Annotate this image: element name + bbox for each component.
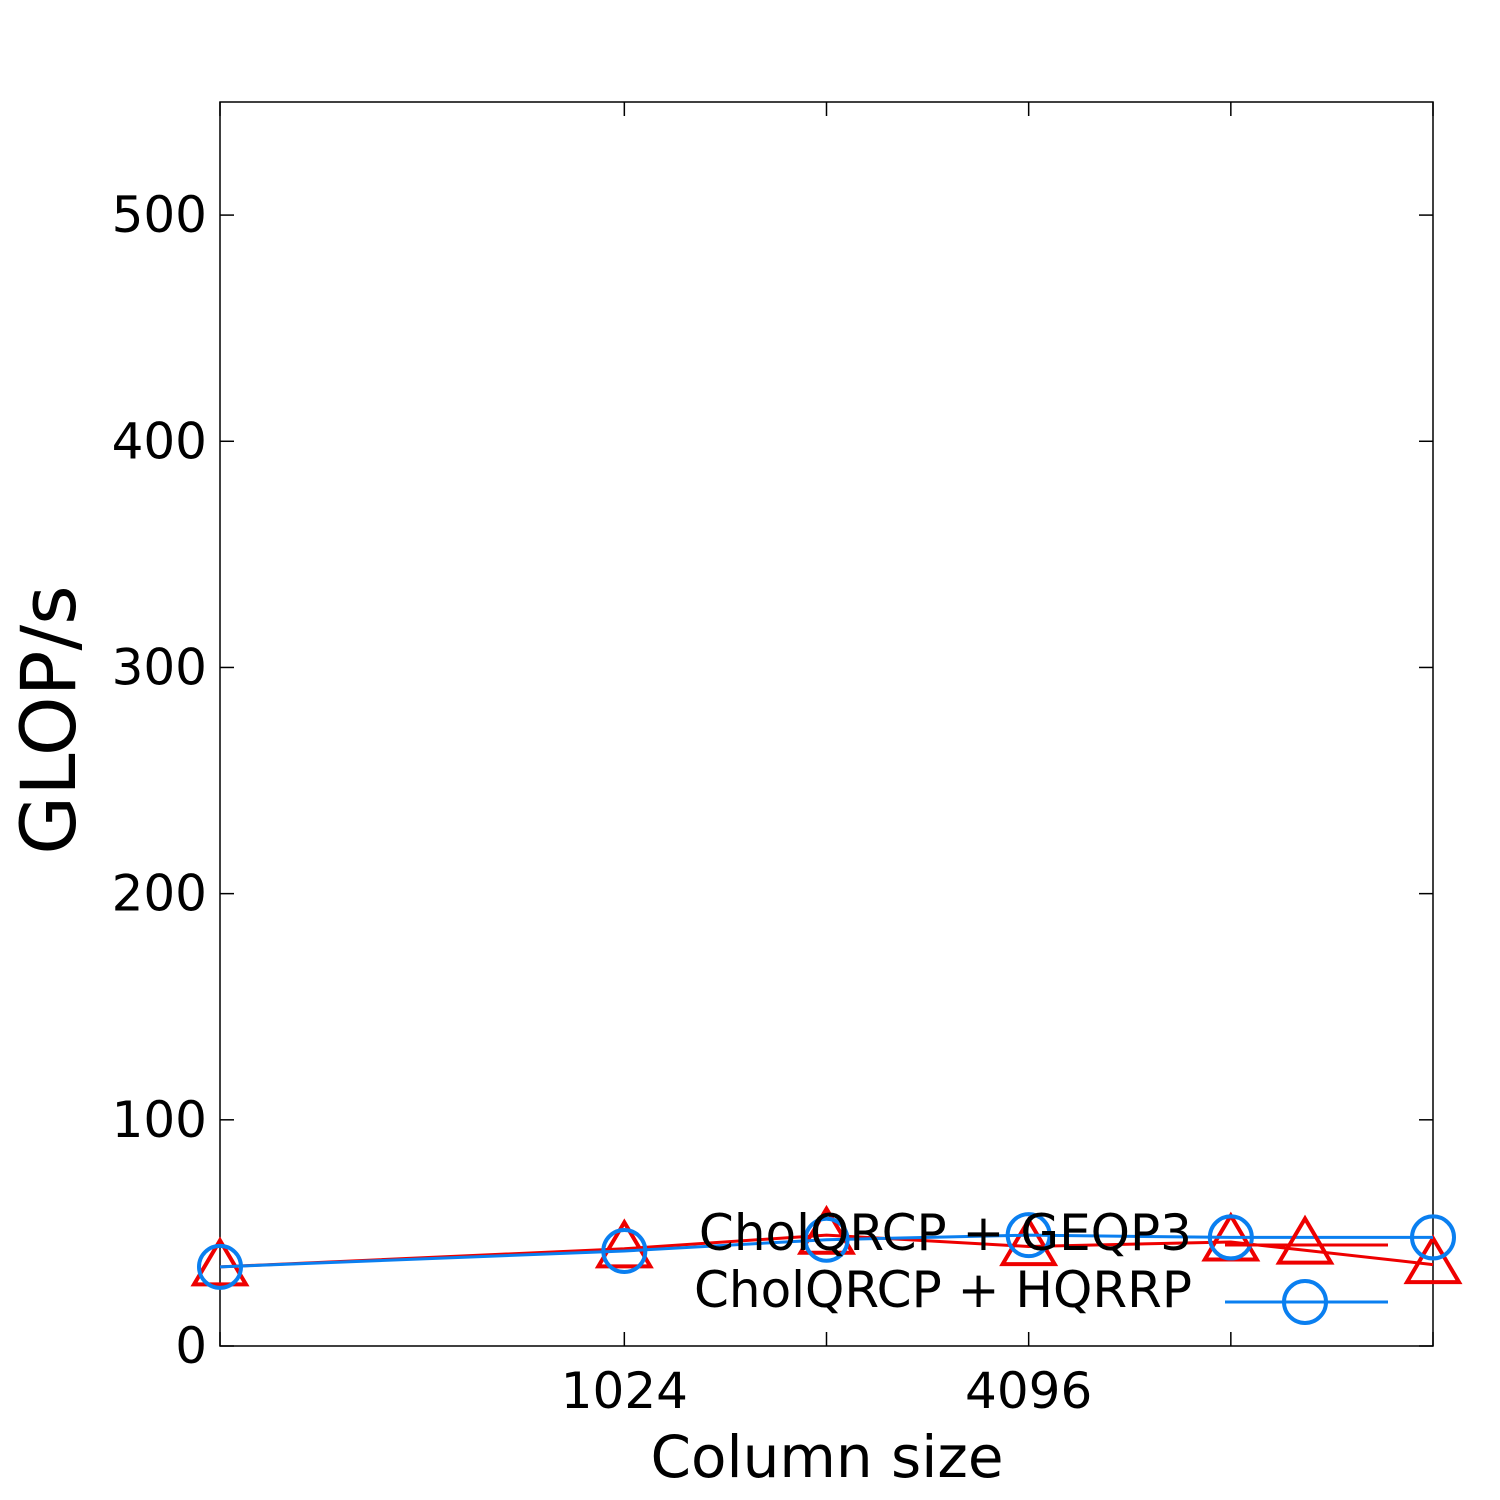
series-2-line: [219, 1233, 1433, 1269]
x-axis-label: Column size: [650, 1423, 1003, 1491]
series-2: [197, 1212, 1456, 1290]
y-axis-ticks: 0 100 200 300 400 500: [112, 186, 1433, 1375]
x-tick-label-1024: 1024: [561, 1362, 688, 1420]
series-1-point-2048: [796, 1204, 857, 1255]
x-tick-label-4096: 4096: [965, 1362, 1092, 1420]
series-1-point-4096: [999, 1216, 1059, 1267]
y-tick-label-100: 100: [112, 1091, 207, 1149]
y-tick-label-400: 400: [112, 412, 207, 470]
legend-label-series-2: CholQRCP + HQRRP: [694, 1261, 1192, 1319]
series-2-point-16384: [1410, 1214, 1456, 1261]
series-1-point-1024: [594, 1218, 654, 1269]
y-tick-label-200: 200: [112, 865, 207, 923]
legend: CholQRCP + GEQP3 CholQRCP + HQRRP: [694, 1204, 1388, 1325]
legend-marker-series-2: [1282, 1279, 1328, 1325]
series-2-point-2048: [803, 1216, 850, 1263]
series-2-point-256: [197, 1243, 243, 1290]
legend-label-series-1: CholQRCP + GEQP3: [699, 1204, 1192, 1262]
x-axis-ticks: 1024 4096: [219, 102, 1434, 1420]
series-1-point-16384: [1403, 1234, 1463, 1285]
legend-swatches: [1225, 1214, 1388, 1325]
series-1-point-256: [190, 1236, 250, 1287]
series-2-point-8192: [1207, 1214, 1254, 1261]
legend-marker-series-1: [1275, 1214, 1335, 1265]
plot-frame: [219, 101, 1434, 1347]
y-tick-label-300: 300: [112, 638, 207, 696]
y-tick-label-500: 500: [112, 186, 207, 244]
y-axis-label: GLOP/s: [4, 585, 93, 854]
y-tick-label-0: 0: [175, 1317, 207, 1375]
series-2-point-1024: [601, 1228, 648, 1275]
series-2-point-4096: [1005, 1212, 1052, 1259]
